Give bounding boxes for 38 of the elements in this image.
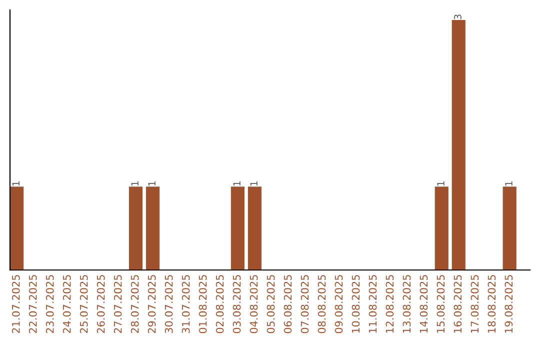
data-label: 1	[505, 181, 512, 186]
x-tick-label: 09.08.2025	[334, 275, 343, 334]
x-tick-label: 15.08.2025	[436, 275, 445, 333]
x-tick-label: 17.08.2025	[470, 275, 479, 333]
x-tick-label: 27.07.2025	[114, 275, 122, 334]
data-label: 1	[12, 181, 20, 186]
data-label: 3	[454, 14, 462, 20]
x-tick-label: 13.08.2025	[402, 275, 411, 333]
x-tick-label: 31.07.2025	[182, 275, 190, 334]
x-tick-label: 24.07.2025	[62, 275, 71, 334]
x-tick-label: 28.07.2025	[130, 275, 139, 334]
x-tick-label: 22.07.2025	[28, 275, 37, 334]
x-tick-label: 05.08.2025	[266, 275, 275, 334]
x-tick-label: 26.07.2025	[96, 275, 105, 334]
x-tick-label: 01.08.2025	[198, 275, 207, 334]
x-tick-label: 25.07.2025	[80, 275, 88, 334]
x-tick-label: 19.08.2025	[504, 275, 513, 333]
x-tick-label: 16.08.2025	[454, 275, 462, 333]
x-tick-label: 02.08.2025	[216, 275, 224, 334]
x-tick-label: 10.08.2025	[352, 275, 360, 333]
data-label: 1	[233, 181, 240, 186]
data-label: 1	[148, 181, 156, 186]
x-tick-label: 12.08.2025	[386, 275, 394, 333]
x-tick-label: 08.08.2025	[318, 275, 326, 334]
data-label: 1	[250, 181, 258, 186]
x-tick-label: 21.07.2025	[12, 275, 20, 334]
x-tick-label: 11.08.2025	[368, 275, 377, 333]
x-tick-label: 04.08.2025	[250, 275, 258, 334]
x-tick-label: 29.07.2025	[148, 275, 156, 334]
x-tick-label: 23.07.2025	[46, 275, 54, 334]
x-tick-label: 06.08.2025	[284, 275, 292, 334]
x-tick-label: 07.08.2025	[300, 275, 309, 334]
x-tick-label: 14.08.2025	[420, 275, 428, 333]
data-label: 1	[437, 181, 444, 186]
data-label: 1	[131, 181, 138, 186]
x-tick-label: 30.07.2025	[164, 275, 173, 334]
x-tick-label: 18.08.2025	[488, 275, 496, 333]
x-tick-label: 03.08.2025	[232, 275, 241, 334]
